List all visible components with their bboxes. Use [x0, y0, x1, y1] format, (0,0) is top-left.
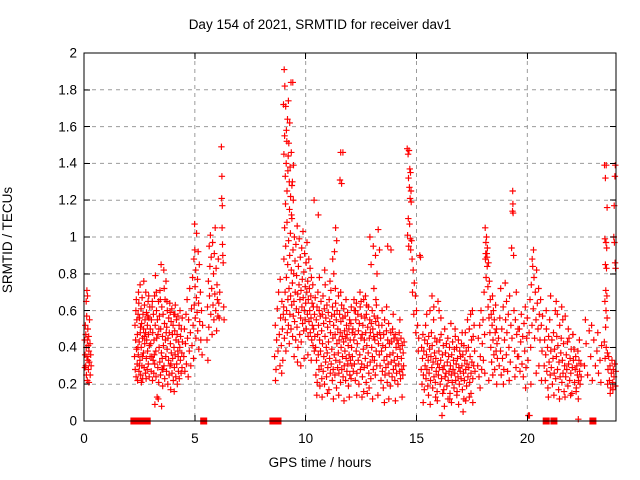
y-tick-label: 2 [69, 45, 77, 61]
y-tick-label: 0.4 [58, 339, 77, 355]
y-axis-label: SRMTID / TECUs [0, 186, 15, 294]
y-tick-label: 1 [69, 229, 77, 245]
scatter-points [81, 66, 619, 423]
y-tick-label: 0.2 [58, 376, 77, 392]
y-tick-label: 1.6 [58, 119, 77, 135]
plot-border [83, 52, 617, 422]
y-tick-label: 1.8 [58, 82, 77, 98]
x-tick-label: 5 [191, 431, 199, 446]
x-tick-label: 10 [298, 431, 314, 446]
x-tick-label: 0 [80, 431, 88, 446]
y-tick-label: 0.8 [58, 266, 77, 282]
y-tick-label: 1.2 [58, 192, 77, 208]
y-tick-label: 1.4 [58, 155, 77, 171]
chart-title: Day 154 of 2021, SRMTID for receiver dav… [188, 17, 452, 32]
x-tick-label: 20 [519, 431, 535, 446]
x-axis-label: GPS time / hours [268, 455, 372, 470]
y-tick-label: 0.6 [58, 303, 77, 319]
y-tick-label: 0 [69, 413, 77, 429]
x-tick-label: 15 [408, 431, 425, 446]
